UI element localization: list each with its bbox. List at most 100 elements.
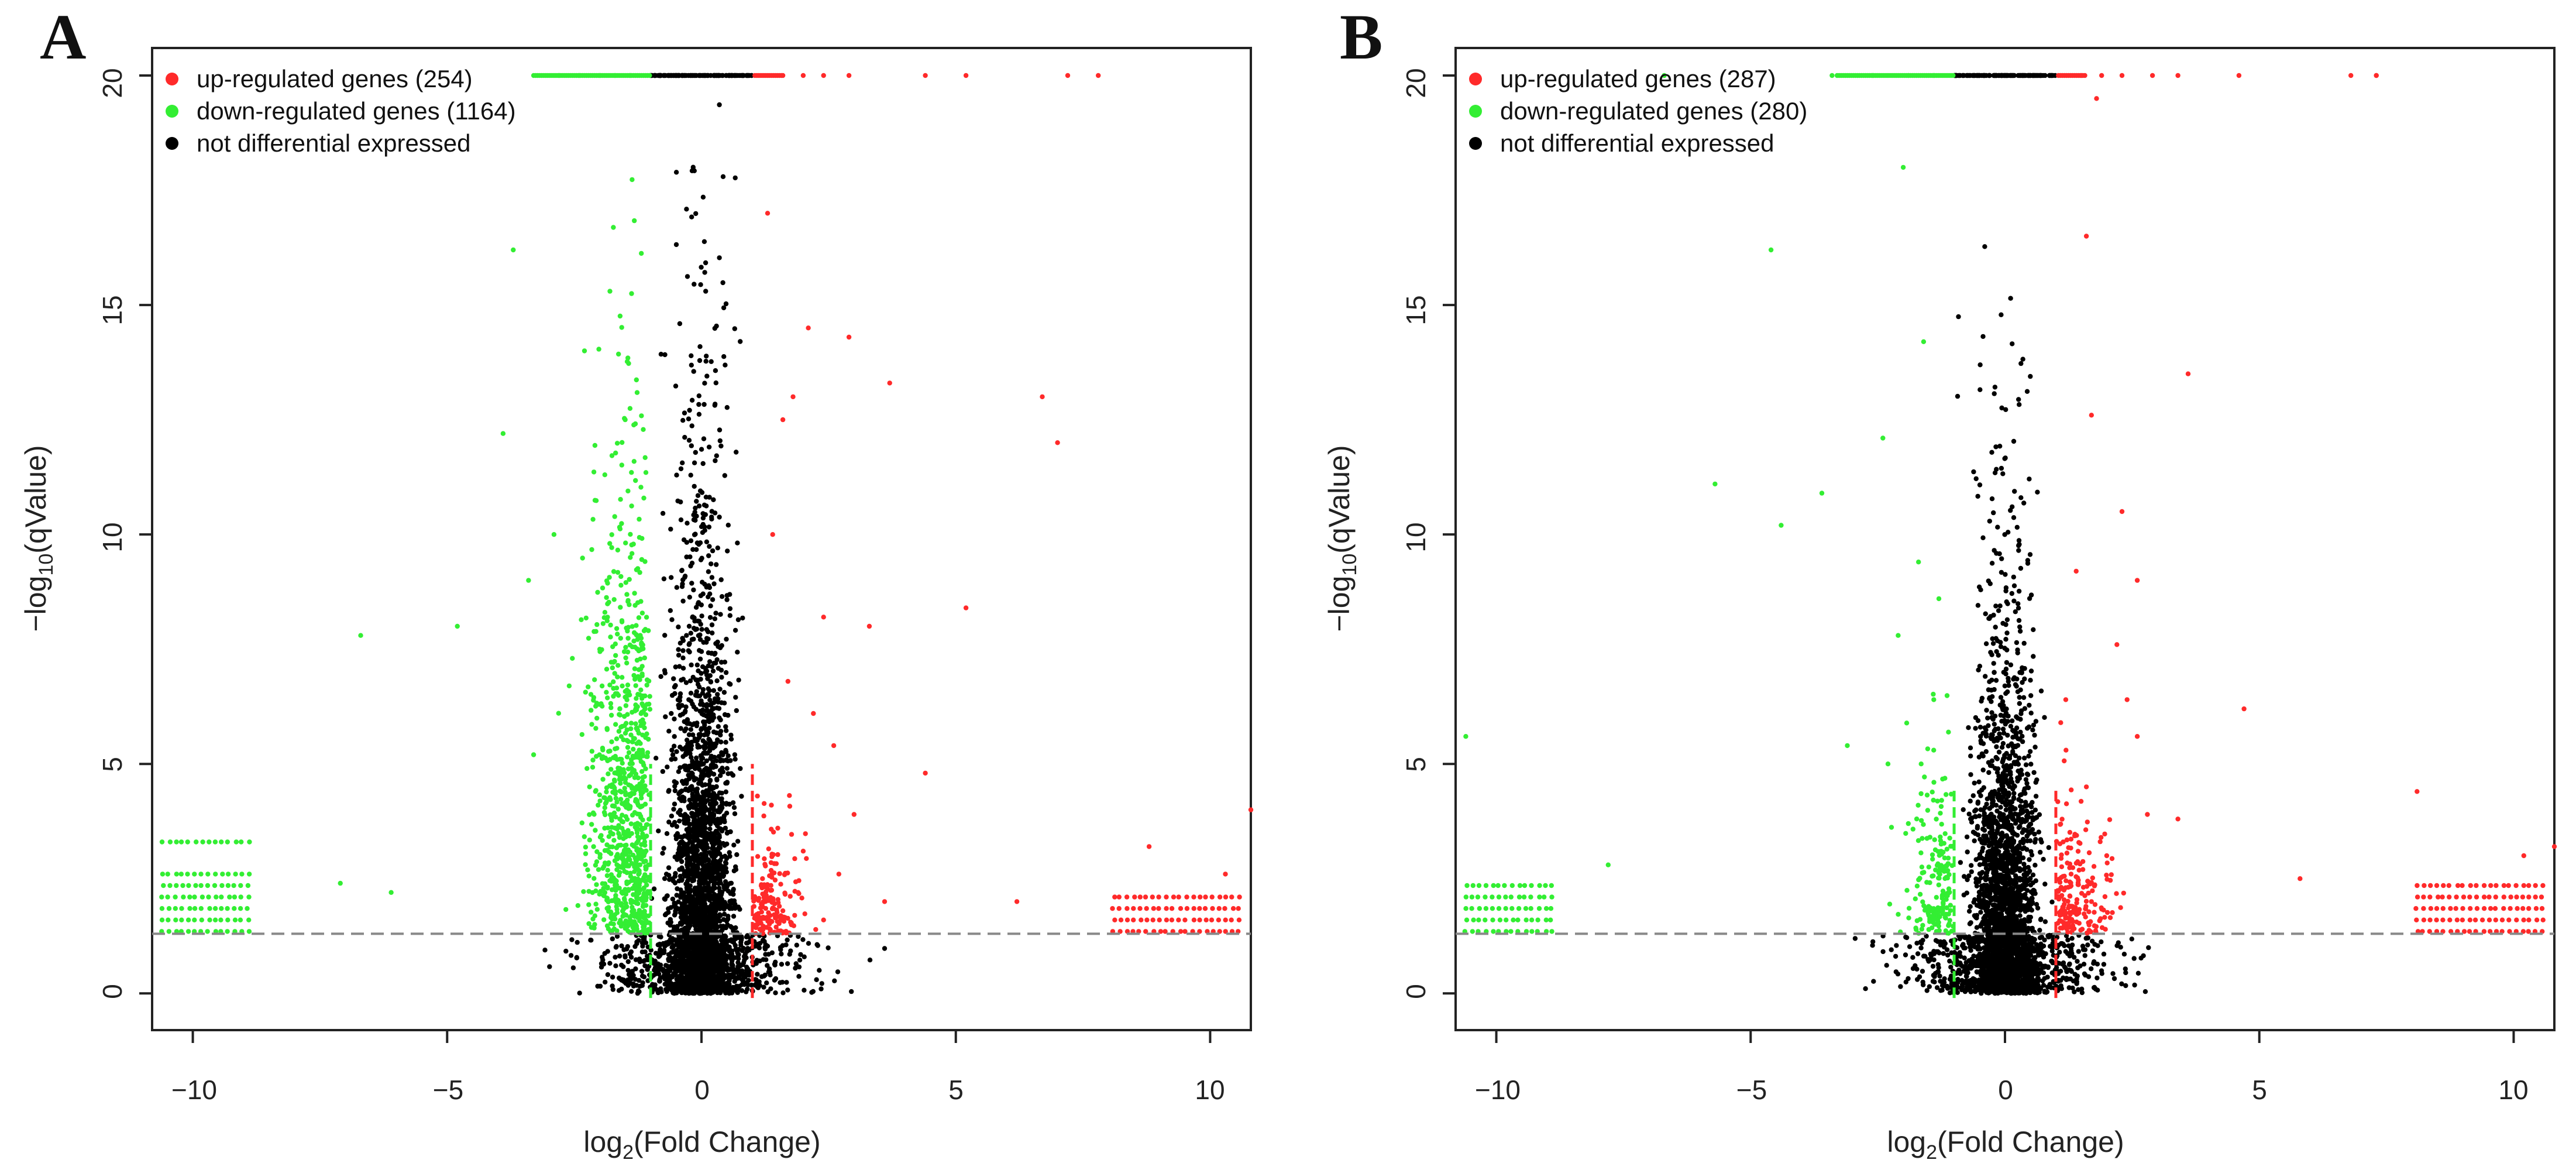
down-regulated-point [641, 427, 646, 432]
up-regulated-point [785, 870, 790, 876]
not-diff-point [735, 951, 741, 956]
not-diff-point [666, 873, 672, 878]
not-diff-point [707, 697, 713, 703]
not-diff-point [683, 752, 689, 757]
down-regulated-point [640, 693, 645, 699]
down-regulated-point [602, 860, 608, 866]
down-regulated-point [596, 346, 601, 352]
not-diff-point [735, 964, 741, 969]
not-diff-point [661, 576, 667, 582]
down-regulated-point [593, 704, 599, 709]
not-diff-point [695, 866, 700, 872]
down-regulated-point [159, 894, 164, 900]
not-diff-point [693, 627, 698, 632]
not-diff-point [698, 73, 704, 78]
not-diff-point [726, 73, 732, 78]
down-regulated-point [613, 73, 618, 78]
down-regulated-point [193, 883, 198, 888]
down-regulated-point [644, 866, 649, 871]
down-regulated-point [218, 917, 223, 923]
not-diff-point [689, 939, 695, 945]
not-diff-point [723, 885, 728, 890]
up-regulated-point [836, 872, 842, 877]
not-diff-point [681, 969, 687, 974]
not-diff-point [670, 752, 676, 757]
data-points-b [1443, 73, 2557, 1043]
down-regulated-point [601, 615, 607, 620]
not-diff-point [634, 983, 639, 988]
not-diff-point [682, 728, 687, 734]
not-diff-point [683, 708, 688, 714]
not-diff-point [723, 670, 729, 675]
not-diff-point [709, 651, 714, 656]
not-diff-point [699, 447, 704, 452]
down-regulated-point [624, 687, 630, 693]
not-diff-point [570, 965, 576, 970]
down-regulated-point [586, 636, 591, 641]
not-diff-point [685, 274, 690, 279]
up-regulated-point [756, 895, 762, 901]
not-diff-point [723, 941, 728, 947]
not-diff-point [677, 849, 682, 854]
not-diff-point [754, 977, 759, 983]
y-tick-label: 10 [97, 522, 128, 552]
not-diff-point [704, 704, 710, 709]
not-diff-point [818, 986, 824, 991]
up-regulated-point [887, 380, 892, 386]
down-regulated-point [612, 778, 617, 784]
down-regulated-point [623, 655, 628, 661]
down-regulated-point [194, 839, 199, 845]
not-diff-point [711, 912, 716, 918]
not-diff-point [728, 880, 734, 886]
down-regulated-point [602, 472, 608, 478]
not-diff-point [735, 650, 740, 655]
not-diff-point [728, 732, 734, 738]
down-regulated-point [632, 421, 638, 427]
up-regulated-point [1156, 906, 1161, 911]
down-regulated-point [583, 862, 588, 867]
not-diff-point [700, 783, 706, 788]
down-regulated-point [590, 517, 596, 522]
down-regulated-point [608, 701, 614, 706]
not-diff-point [714, 453, 720, 458]
not-diff-point [686, 623, 692, 629]
not-diff-point [699, 627, 704, 632]
down-regulated-point [245, 906, 250, 911]
not-diff-point [574, 955, 579, 960]
not-diff-point [1972, 780, 1977, 786]
down-regulated-point [639, 919, 645, 925]
down-regulated-point [612, 912, 618, 918]
down-regulated-point [644, 682, 649, 688]
not-diff-point [757, 941, 763, 946]
down-regulated-point [628, 821, 634, 826]
up-regulated-point [804, 856, 809, 862]
down-regulated-point [631, 736, 637, 741]
not-diff-point [672, 743, 677, 749]
not-diff-point [785, 937, 790, 943]
down-regulated-point [619, 325, 624, 330]
not-diff-point [693, 211, 699, 217]
not-diff-point [796, 974, 802, 979]
not-diff-point [882, 946, 888, 951]
not-diff-point [727, 592, 732, 597]
not-diff-point [706, 857, 711, 862]
down-regulated-point [635, 901, 641, 907]
down-regulated-point [609, 876, 614, 881]
not-diff-point [732, 943, 738, 948]
not-diff-point [696, 503, 702, 509]
down-regulated-point [181, 894, 186, 900]
down-regulated-point [590, 757, 596, 763]
up-regulated-point [760, 891, 765, 897]
not-diff-point [763, 957, 769, 962]
not-diff-point [667, 877, 672, 882]
not-diff-point [682, 719, 687, 725]
down-regulated-point [214, 894, 219, 900]
down-regulated-point [606, 834, 612, 839]
down-regulated-point [597, 792, 603, 798]
not-diff-point [707, 832, 713, 838]
not-diff-point [716, 724, 721, 729]
not-diff-point [720, 752, 725, 757]
not-diff-point [687, 797, 692, 803]
not-diff-point [705, 867, 710, 873]
not-diff-point [819, 981, 824, 986]
